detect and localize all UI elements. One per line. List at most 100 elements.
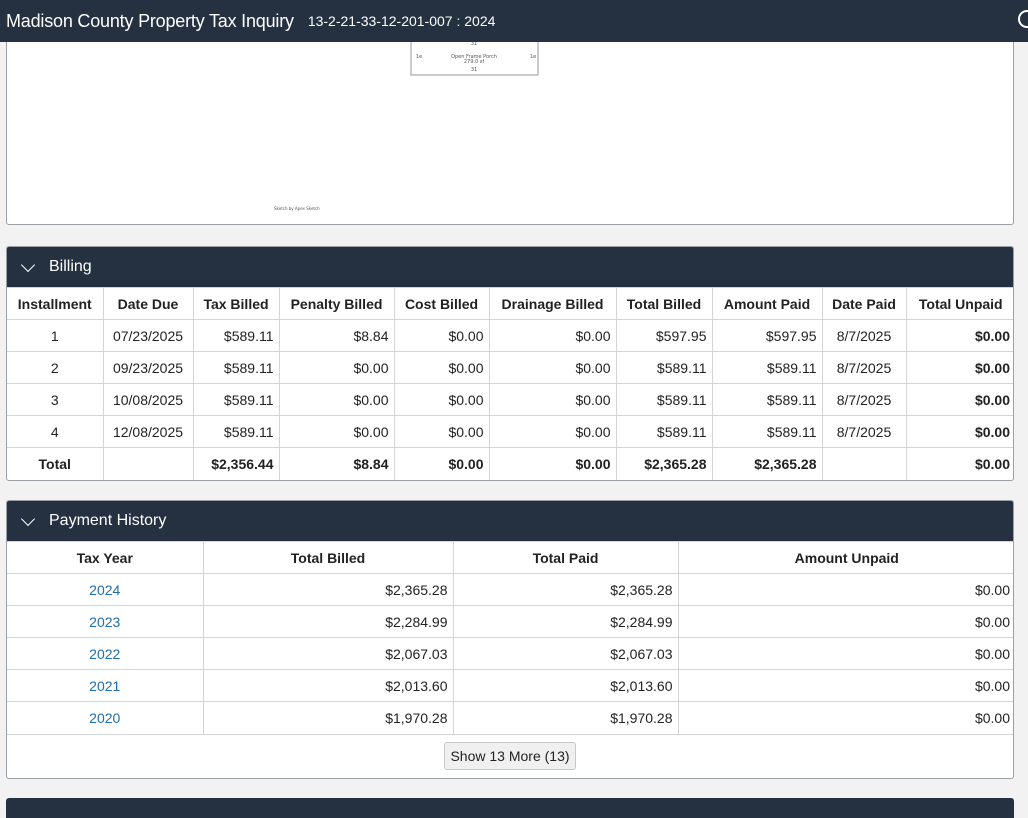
table-cell: $589.11 — [615, 415, 713, 448]
payment-history-title: Payment History — [49, 512, 167, 529]
table-cell: 8/7/2025 — [821, 319, 907, 352]
sketch-right-dim: 1e — [530, 54, 536, 60]
column-header: Tax Billed — [192, 287, 280, 320]
total-cell: $8.84 — [278, 447, 395, 480]
table-row: 2 09/23/2025 $589.11 $0.00 $0.00 $0.00 $589.11… — [7, 351, 1013, 384]
table-cell: $0.00 — [488, 351, 617, 384]
tax-year-link[interactable]: 2021 — [89, 677, 121, 694]
column-header: Amount Paid — [711, 287, 823, 320]
tax-year-link[interactable]: 2022 — [89, 645, 121, 662]
sketch-top-dim: 31 — [471, 41, 477, 47]
total-cell: $0.00 — [905, 447, 1013, 480]
table-row: 2022 $2,067.03 $2,067.03 $0.00 — [7, 637, 1013, 670]
parcel-id: 13-2-21-33-12-201-007 : 2024 — [307, 13, 496, 29]
column-header: Total Paid — [452, 541, 679, 574]
show-more-button[interactable]: Show 13 More (13) — [444, 742, 576, 770]
table-cell: $0.00 — [905, 415, 1013, 448]
table-cell: $589.11 — [711, 351, 823, 384]
table-cell: $0.00 — [905, 319, 1013, 352]
table-cell: $589.11 — [711, 383, 823, 416]
table-cell: $0.00 — [278, 383, 395, 416]
tax-year-link[interactable]: 2020 — [89, 709, 121, 726]
table-row: 3 10/08/2025 $589.11 $0.00 $0.00 $0.00 $589.11… — [7, 383, 1013, 416]
billing-header[interactable]: Billing — [7, 247, 1013, 287]
property-sketch: 31 Open Frame Porch 279.0 sf 31 1e 1e Sk… — [274, 35, 539, 211]
table-cell: $589.11 — [711, 415, 823, 448]
table-row: 1 07/23/2025 $589.11 $8.84 $0.00 $0.00 $597.95… — [7, 319, 1013, 352]
table-row: 2024 $2,365.28 $2,365.28 $0.00 — [7, 573, 1013, 606]
table-cell: $0.00 — [488, 415, 617, 448]
total-cell: Total — [7, 447, 104, 480]
total-cell: $2,365.28 — [615, 447, 713, 480]
column-header: Cost Billed — [393, 287, 490, 320]
table-cell: 07/23/2025 — [102, 319, 194, 352]
table-cell: $0.00 — [677, 605, 1013, 638]
sketch-bottom-dim: 31 — [471, 67, 477, 73]
year-cell: 2024 — [7, 573, 204, 606]
table-cell: $2,067.03 — [202, 637, 454, 670]
table-cell: $589.11 — [615, 351, 713, 384]
chevron-down-icon — [20, 257, 36, 272]
table-cell: $0.00 — [677, 669, 1013, 702]
search-icon[interactable] — [1018, 10, 1028, 28]
porch-outline — [410, 35, 539, 76]
table-cell: $0.00 — [677, 573, 1013, 606]
chevron-down-icon — [20, 511, 36, 526]
column-header: Date Due — [102, 287, 194, 320]
next-section-header[interactable] — [6, 798, 1014, 818]
table-cell: $597.95 — [615, 319, 713, 352]
table-row: 2023 $2,284.99 $2,284.99 $0.00 — [7, 605, 1013, 638]
table-cell: $589.11 — [192, 319, 280, 352]
table-cell: $2,013.60 — [202, 669, 454, 702]
table-cell: $0.00 — [905, 351, 1013, 384]
table-cell: $2,365.28 — [452, 573, 679, 606]
billing-title: Billing — [49, 258, 92, 275]
table-cell: 2 — [7, 351, 104, 384]
table-cell: $589.11 — [192, 383, 280, 416]
total-cell — [102, 447, 194, 480]
table-cell: 09/23/2025 — [102, 351, 194, 384]
billing-table: Installment Date Due Tax Billed Penalty Bil… — [7, 287, 1013, 480]
property-sketch-panel: 31 Open Frame Porch 279.0 sf 31 1e 1e Sk… — [6, 34, 1014, 225]
billing-section: Billing Installment Date Due Tax Billed Pen… — [6, 246, 1014, 481]
table-cell: 4 — [7, 415, 104, 448]
table-cell: $0.00 — [677, 637, 1013, 670]
table-cell: $2,284.99 — [202, 605, 454, 638]
payment-history-section: Payment History Tax Year Total Billed Tota… — [6, 500, 1014, 779]
tax-year-link[interactable]: 2023 — [89, 613, 121, 630]
payment-history-table: Tax Year Total Billed Total Paid Amount Unp… — [7, 541, 1013, 734]
table-cell: 8/7/2025 — [821, 415, 907, 448]
tax-year-link[interactable]: 2024 — [89, 581, 121, 598]
column-header: Total Billed — [202, 541, 454, 574]
table-cell: $8.84 — [278, 319, 395, 352]
table-row: 2020 $1,970.28 $1,970.28 $0.00 — [7, 701, 1013, 734]
table-cell: $0.00 — [905, 383, 1013, 416]
table-cell: $0.00 — [677, 701, 1013, 734]
year-cell: 2023 — [7, 605, 204, 638]
page-title: Madison County Property Tax Inquiry — [6, 10, 294, 31]
total-cell: $2,365.28 — [711, 447, 823, 480]
sketch-label-1: Open Frame Porch — [451, 54, 497, 60]
table-row: 2021 $2,013.60 $2,013.60 $0.00 — [7, 669, 1013, 702]
total-row: Total $2,356.44 $8.84 $0.00 $0.00 $2,365.28 $2… — [7, 447, 1013, 480]
table-cell: $589.11 — [192, 351, 280, 384]
table-cell: $2,067.03 — [452, 637, 679, 670]
column-header: Total Billed — [615, 287, 713, 320]
column-header: Tax Year — [7, 541, 204, 574]
table-cell: $2,365.28 — [202, 573, 454, 606]
table-cell: 12/08/2025 — [102, 415, 194, 448]
column-header: Amount Unpaid — [677, 541, 1013, 574]
column-header: Penalty Billed — [278, 287, 395, 320]
total-cell — [821, 447, 907, 480]
year-cell: 2022 — [7, 637, 204, 670]
table-cell: $589.11 — [615, 383, 713, 416]
table-cell: $0.00 — [393, 351, 490, 384]
payment-history-header[interactable]: Payment History — [7, 501, 1013, 541]
table-cell: 8/7/2025 — [821, 351, 907, 384]
table-cell: $1,970.28 — [452, 701, 679, 734]
column-header: Installment — [7, 287, 104, 320]
year-cell: 2020 — [7, 701, 204, 734]
sketch-label-2: 279.0 sf — [464, 59, 485, 65]
year-cell: 2021 — [7, 669, 204, 702]
column-header: Drainage Billed — [488, 287, 617, 320]
